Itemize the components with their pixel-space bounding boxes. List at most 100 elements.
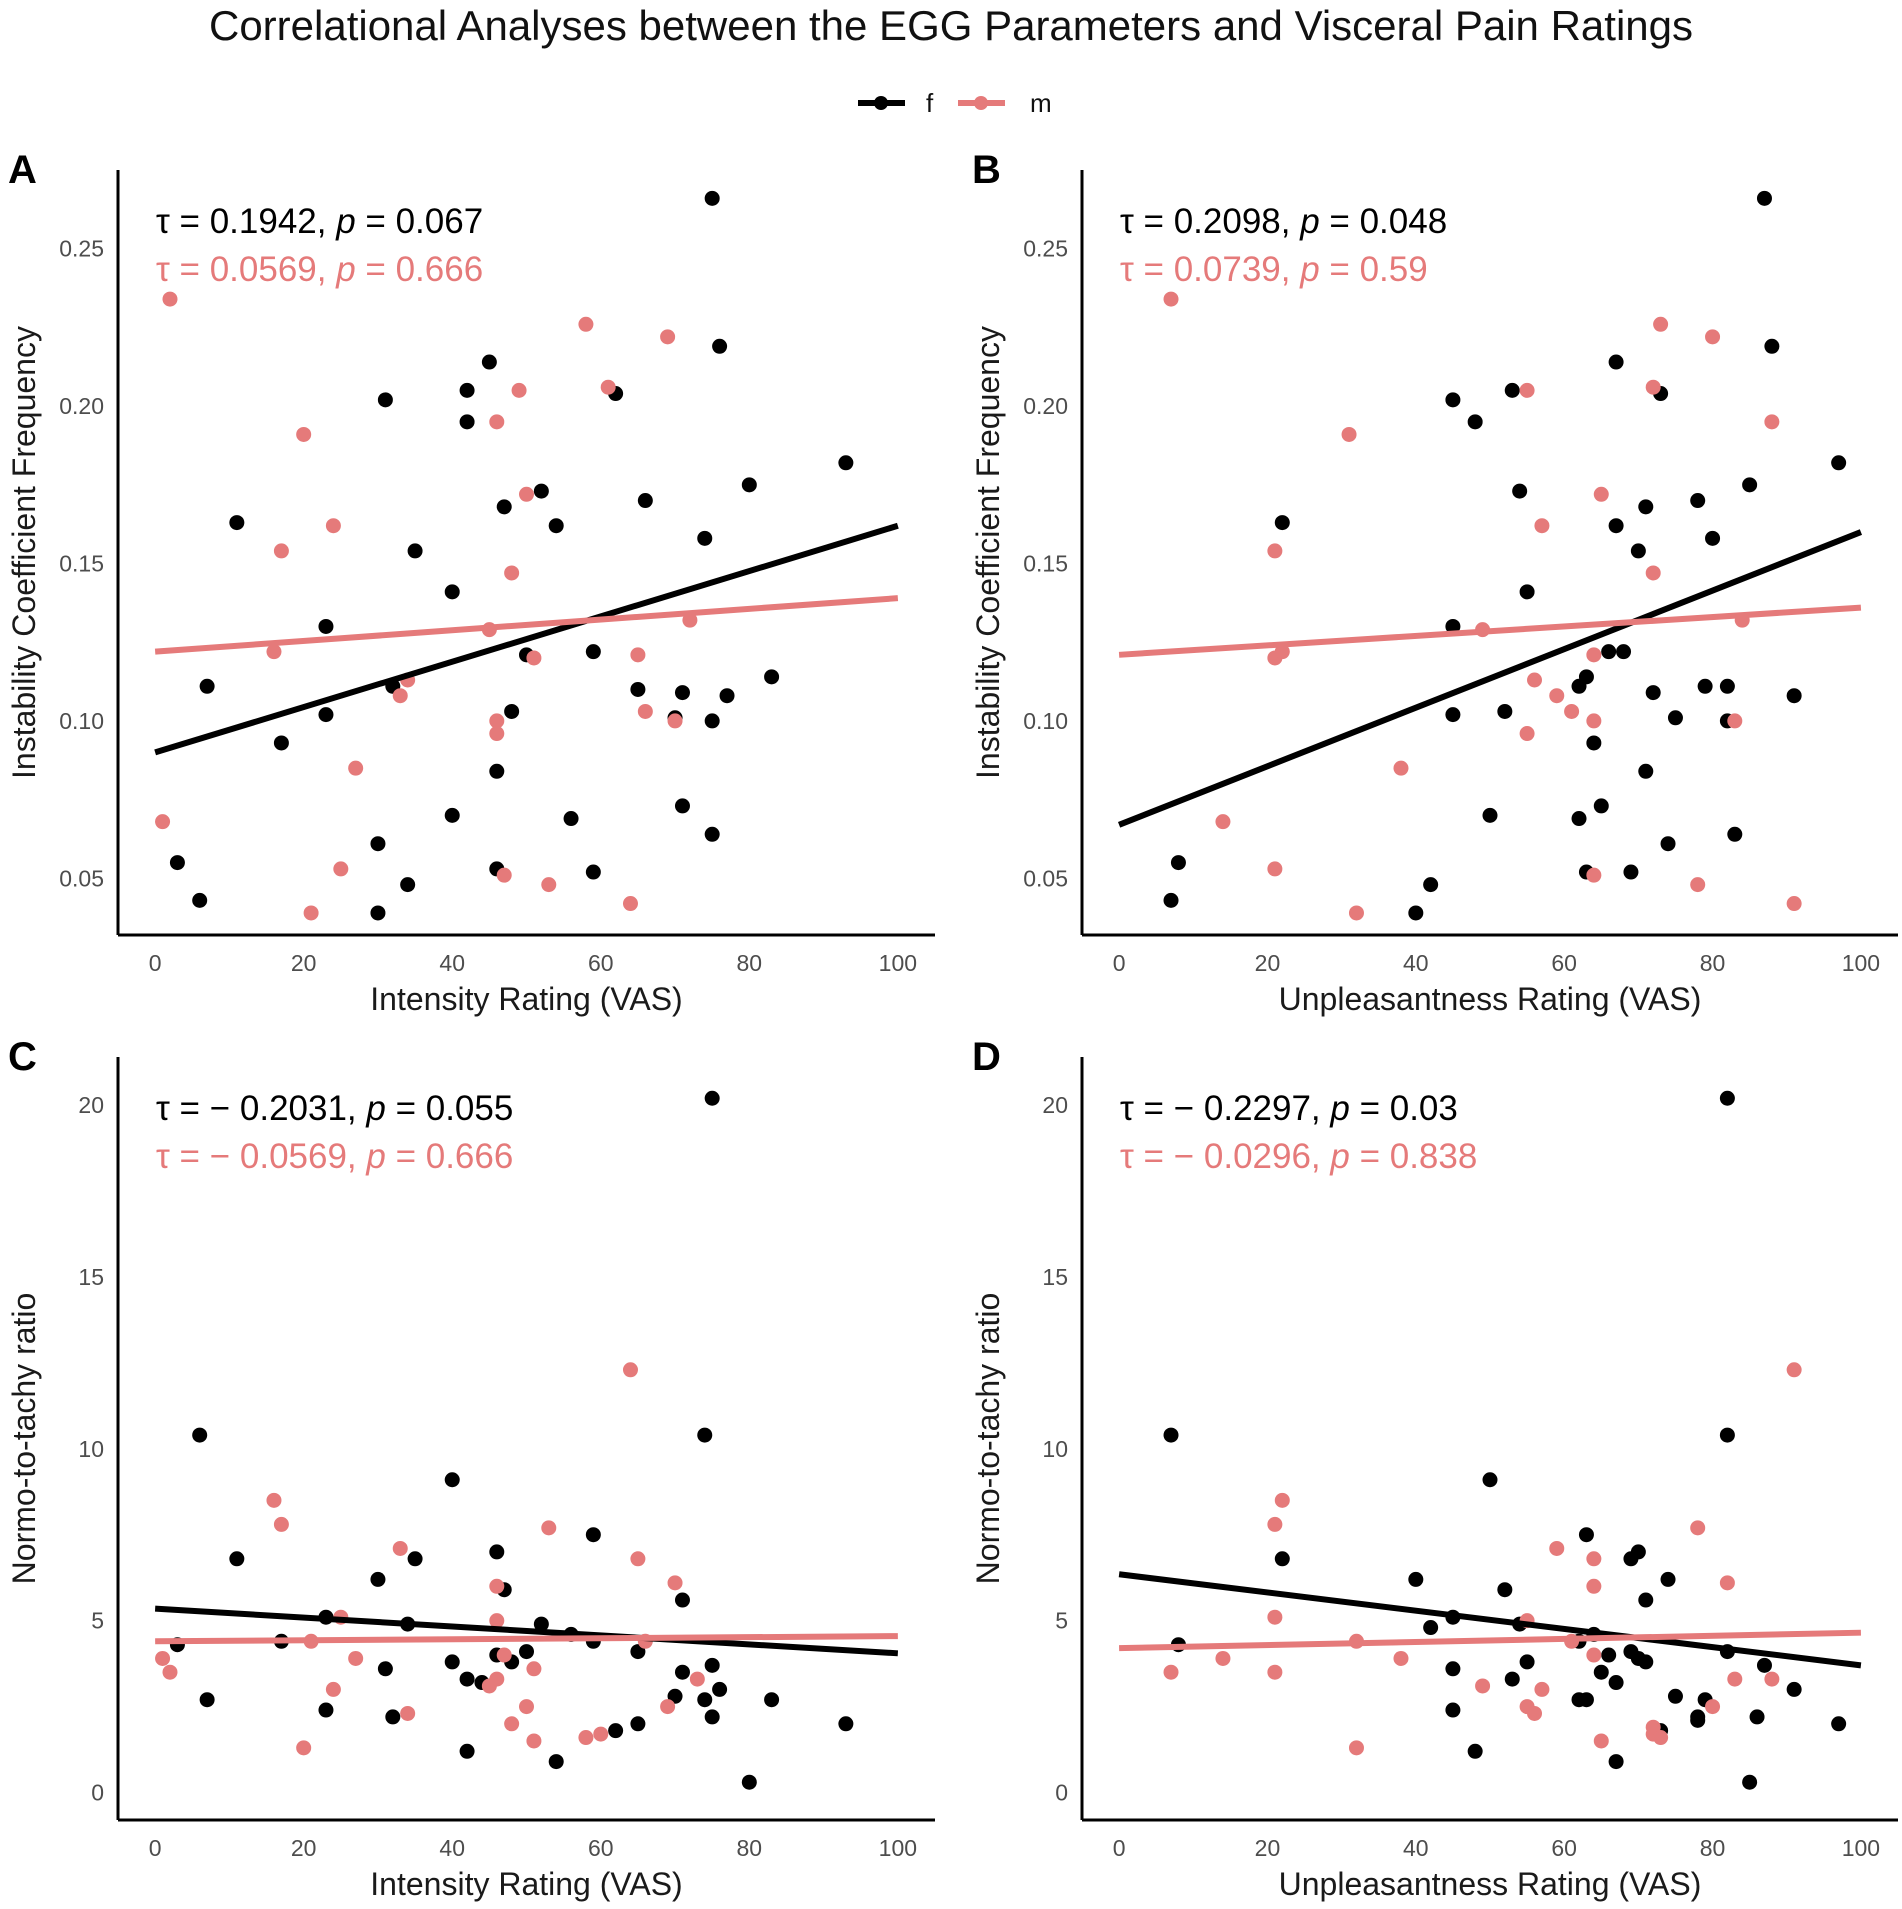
data-point-m (1645, 565, 1661, 581)
data-point-f (741, 1774, 757, 1790)
data-point-m (489, 1671, 505, 1687)
data-point-m (511, 382, 527, 398)
data-point-f (1163, 892, 1179, 908)
regression-line-f (1117, 529, 1863, 828)
y-tick-label: 0.05 (59, 865, 104, 891)
y-tick-label: 0.25 (59, 236, 104, 262)
data-point-f (712, 1681, 728, 1697)
regression-line-f (154, 522, 899, 756)
data-point-f (169, 855, 185, 871)
data-point-f (1660, 1571, 1676, 1587)
annotation-p-symbol: p (1299, 202, 1319, 241)
data-point-m (682, 612, 698, 628)
data-point-f (1645, 685, 1661, 701)
data-point-f (1630, 1544, 1646, 1560)
x-tick-label: 20 (1255, 950, 1281, 976)
data-point-m (1549, 1540, 1565, 1556)
stat-annotation-f: τ = 0.1942, p = 0.067 (156, 202, 483, 241)
data-point-m (1527, 672, 1543, 688)
data-point-f (1638, 763, 1654, 779)
data-point-m (333, 861, 349, 877)
panel-c: C 0 20 40 60 80 100 0 5 10 15 20 Intensity Rating (V… (6, 1035, 935, 1902)
data-point-f (533, 483, 549, 499)
data-point-m (348, 1650, 364, 1666)
data-point-f (1638, 1592, 1654, 1608)
data-point-f (1274, 1551, 1290, 1567)
data-point-m (400, 1705, 416, 1721)
data-point-f (199, 678, 215, 694)
data-point-f (704, 1709, 720, 1725)
data-point-m (1527, 1705, 1543, 1721)
data-point-f (712, 338, 728, 354)
data-point-m (1690, 877, 1706, 893)
x-tick-label: 100 (879, 950, 917, 976)
data-point-f (407, 1551, 423, 1567)
data-point-f (1578, 1527, 1594, 1543)
data-point-f (1667, 710, 1683, 726)
annotation-p-value: = 0.048 (1320, 202, 1447, 241)
data-point-m (519, 1699, 534, 1715)
data-point-m (1564, 703, 1580, 719)
y-tick-label: 0.10 (1023, 708, 1068, 734)
data-point-f (764, 669, 780, 685)
data-point-f (1593, 1664, 1609, 1680)
data-point-m (1267, 1664, 1283, 1680)
data-point-f (1608, 1754, 1624, 1770)
data-point-f (704, 1657, 720, 1673)
data-point-m (660, 1699, 676, 1715)
data-point-m (1215, 1650, 1231, 1666)
stat-annotation-m: τ = − 0.0569, p = 0.666 (156, 1137, 513, 1176)
data-point-m (1274, 1492, 1290, 1508)
y-axis-title: Normo-to-tachy ratio (6, 1293, 42, 1585)
annotation-p-value: = 0.59 (1320, 250, 1428, 289)
data-point-m (1267, 861, 1283, 877)
data-point-m (155, 1650, 171, 1666)
data-point-f (838, 455, 854, 471)
y-tick-label: 10 (78, 1436, 104, 1462)
x-tick-label: 20 (291, 1835, 317, 1861)
data-point-m (489, 414, 505, 430)
annotation-tau: τ = − 0.0569, (156, 1137, 366, 1176)
data-point-m (1393, 1650, 1409, 1666)
data-point-m (519, 486, 534, 502)
data-point-f (459, 414, 475, 430)
data-point-f (1616, 644, 1632, 660)
data-point-f (1756, 1657, 1772, 1673)
data-point-m (1719, 1575, 1735, 1591)
data-point-f (519, 1644, 534, 1660)
data-point-m (630, 647, 646, 663)
data-point-f (548, 1754, 564, 1770)
data-point-m (1534, 1681, 1550, 1697)
data-point-f (1445, 392, 1461, 408)
x-tick-label: 60 (588, 950, 614, 976)
x-tick-label: 20 (291, 950, 317, 976)
data-point-f (489, 763, 505, 779)
data-point-m (1549, 688, 1565, 704)
data-point-m (1653, 316, 1669, 332)
data-point-m (1348, 1740, 1364, 1756)
data-point-f (192, 892, 208, 908)
data-point-f (1742, 477, 1758, 493)
data-point-f (370, 1571, 386, 1587)
x-axis-title: Intensity Rating (VAS) (370, 981, 682, 1017)
series-m (1163, 291, 1802, 921)
annotation-tau: τ = − 0.2031, (156, 1089, 366, 1128)
data-point-m (1764, 1671, 1780, 1687)
data-point-f (630, 681, 646, 697)
series-f (1163, 1090, 1847, 1790)
series-f (1163, 190, 1847, 921)
panel-letter: C (8, 1035, 37, 1079)
data-point-m (526, 1661, 542, 1677)
annotation-tau: τ = 0.0569, (156, 250, 336, 289)
data-point-f (1727, 826, 1743, 842)
data-point-f (1742, 1774, 1758, 1790)
data-point-m (325, 518, 341, 534)
legend: f m (858, 88, 1052, 118)
data-point-m (541, 877, 557, 893)
data-point-f (1667, 1688, 1683, 1704)
y-tick-label: 0.10 (59, 708, 104, 734)
data-point-m (392, 688, 408, 704)
data-point-f (608, 1723, 624, 1739)
data-point-m (1786, 896, 1802, 912)
